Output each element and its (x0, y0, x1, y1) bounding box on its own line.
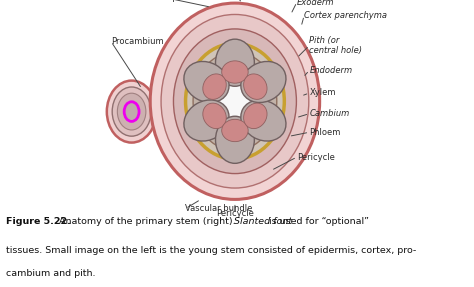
Ellipse shape (184, 100, 229, 141)
Ellipse shape (244, 103, 267, 129)
Text: Cortex parenchyma: Cortex parenchyma (304, 11, 387, 20)
Ellipse shape (241, 61, 286, 102)
Text: Xylem: Xylem (310, 88, 336, 98)
Text: Epidermis with cuticle: Epidermis with cuticle (167, 0, 260, 2)
Text: Anatomy of the primary stem (right).: Anatomy of the primary stem (right). (56, 217, 238, 226)
Ellipse shape (216, 39, 255, 86)
Text: Pericycle: Pericycle (297, 153, 335, 162)
Text: Pith (or
central hole): Pith (or central hole) (310, 36, 362, 55)
Text: Vascular bundle: Vascular bundle (185, 204, 253, 213)
Ellipse shape (222, 119, 248, 142)
Text: Figure 5.22.: Figure 5.22. (6, 217, 71, 226)
Text: is used for “optional”: is used for “optional” (266, 217, 369, 226)
Ellipse shape (244, 74, 267, 99)
Ellipse shape (203, 74, 226, 99)
Ellipse shape (222, 61, 248, 83)
Text: tissues. Small image on the left is the young stem consisted of epidermis, corte: tissues. Small image on the left is the … (6, 246, 416, 255)
Text: cambium and pith.: cambium and pith. (6, 269, 95, 278)
Ellipse shape (216, 116, 255, 163)
Ellipse shape (184, 61, 229, 102)
Text: Endoderm: Endoderm (310, 66, 353, 75)
Text: Cambium: Cambium (310, 109, 349, 118)
Ellipse shape (118, 93, 146, 130)
Ellipse shape (214, 76, 256, 126)
Ellipse shape (185, 43, 284, 159)
Ellipse shape (124, 102, 139, 121)
Ellipse shape (173, 29, 296, 174)
Ellipse shape (203, 103, 226, 129)
Text: Slanted font: Slanted font (234, 217, 292, 226)
Ellipse shape (107, 81, 156, 143)
Ellipse shape (193, 52, 277, 150)
Text: Phloem: Phloem (310, 128, 341, 137)
Text: Procambium: Procambium (111, 37, 164, 46)
Ellipse shape (150, 3, 319, 199)
Ellipse shape (112, 87, 151, 136)
Ellipse shape (241, 100, 286, 141)
Text: Exoderm: Exoderm (297, 0, 335, 7)
Text: Pericycle: Pericycle (216, 210, 254, 218)
Ellipse shape (161, 14, 309, 188)
